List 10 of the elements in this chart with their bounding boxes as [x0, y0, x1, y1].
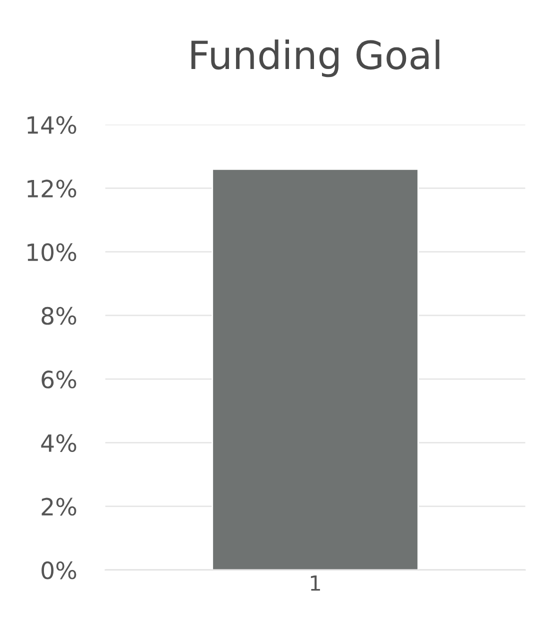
y-tick-label: 14% — [28, 116, 76, 134]
y-tick-label: 4% — [41, 434, 76, 452]
y-tick-label: 2% — [42, 498, 76, 516]
y-tick-label: 8% — [42, 306, 76, 325]
y-tick-label: 6% — [42, 370, 76, 388]
y-tick-label: 10% — [28, 243, 76, 262]
y-tick-label: 0% — [42, 561, 76, 580]
x-tick-label: 1 — [310, 575, 320, 591]
chart-title: Funding Goal — [191, 40, 440, 78]
y-tick-label: 12% — [28, 180, 76, 198]
